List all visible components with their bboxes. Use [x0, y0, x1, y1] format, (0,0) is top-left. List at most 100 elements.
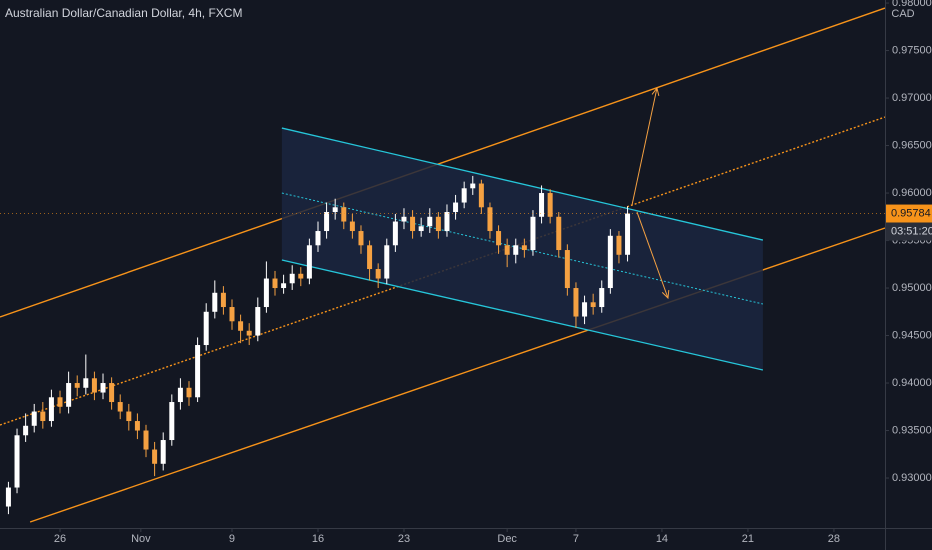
candle-body — [521, 245, 527, 251]
candle-body — [496, 231, 502, 246]
candle-body — [203, 311, 209, 346]
trend-line — [0, 7, 886, 318]
candle-body — [306, 245, 312, 279]
y-tick-label: 0.97000 — [892, 92, 932, 104]
channel-lower — [281, 259, 764, 371]
candle-body — [607, 235, 613, 289]
arrow-line — [631, 87, 658, 206]
candle-body — [134, 421, 140, 431]
y-tick-label: 0.95000 — [892, 282, 932, 294]
candle-body — [238, 321, 244, 331]
candle-body — [478, 183, 484, 208]
arrow-line — [636, 211, 669, 299]
candle-body — [375, 269, 381, 279]
candle-body — [289, 273, 295, 284]
candle-body — [74, 383, 80, 388]
plot-area — [0, 7, 886, 523]
candle-body — [14, 435, 20, 488]
candle-body — [83, 378, 89, 388]
y-tick-label: 0.96000 — [892, 187, 932, 199]
candle-body — [487, 207, 493, 232]
candle-body — [160, 440, 166, 464]
candle-body — [255, 307, 261, 336]
candle-body — [169, 402, 175, 441]
x-tick-label: Nov — [131, 533, 151, 545]
x-tick-label: 14 — [656, 533, 668, 545]
x-tick-label: 21 — [742, 533, 754, 545]
candle-body — [66, 383, 72, 407]
candle-body — [281, 283, 287, 289]
x-tick-label: 9 — [229, 533, 235, 545]
candle-body — [220, 292, 226, 308]
candle-body — [315, 231, 321, 246]
candle-body — [31, 411, 37, 426]
candle-body — [100, 383, 106, 393]
candle-body — [229, 307, 235, 322]
channel-upper — [281, 127, 764, 241]
y-tick-label: 0.93000 — [892, 472, 932, 484]
currency-label: CAD — [891, 8, 914, 20]
candle-body — [367, 245, 373, 270]
x-tick-label: Dec — [497, 533, 517, 545]
candle-body — [143, 430, 149, 450]
y-tick-label: 0.94000 — [892, 377, 932, 389]
countdown-label: 03:51:20 — [891, 225, 932, 237]
candle-body — [461, 188, 467, 203]
candle-body — [195, 345, 201, 398]
candle-body — [410, 216, 416, 232]
price-tag — [886, 204, 932, 223]
y-tick-label: 0.96500 — [892, 139, 932, 151]
candle-body — [435, 216, 441, 232]
y-tick-label: 0.93500 — [892, 424, 932, 436]
x-tick-label: 26 — [54, 533, 66, 545]
x-tick-label: 16 — [312, 533, 324, 545]
candle-body — [590, 302, 596, 308]
candle-body — [556, 216, 562, 251]
candle-body — [109, 383, 115, 403]
candle-body — [453, 202, 459, 213]
candle-body — [539, 193, 545, 217]
candle-body — [547, 193, 553, 217]
candle-body — [186, 387, 192, 398]
candle-body — [513, 245, 519, 255]
candle-body — [625, 213, 631, 255]
x-tick-label: 23 — [398, 533, 410, 545]
candle-body — [384, 245, 390, 279]
arrow-head — [661, 290, 670, 300]
candle-body — [57, 397, 63, 407]
countdown-tag — [886, 222, 932, 241]
candle-body — [91, 378, 97, 393]
candle-body — [263, 278, 269, 308]
candle-body — [23, 425, 29, 436]
candle-body — [332, 207, 338, 213]
candle-body — [418, 226, 424, 232]
candle-body — [444, 212, 450, 232]
candle-body — [48, 397, 54, 422]
candle-body — [470, 183, 476, 189]
arrow-head — [651, 86, 660, 96]
candle-body — [40, 411, 46, 422]
candle-body — [349, 221, 355, 232]
chart-title: Australian Dollar/Canadian Dollar, 4h, F… — [5, 6, 242, 20]
candle-body — [427, 216, 433, 227]
candle-body — [117, 402, 123, 412]
candle-body — [212, 292, 218, 312]
candle-body — [177, 387, 183, 403]
x-tick-label: 7 — [573, 533, 579, 545]
candle-body — [564, 250, 570, 289]
candle-body — [530, 216, 536, 251]
candle-body — [272, 278, 278, 289]
y-tick-label: 0.98000 — [892, 0, 932, 9]
y-tick-label: 0.94500 — [892, 329, 932, 341]
candle-body — [152, 449, 158, 464]
candle-body — [246, 330, 252, 336]
candle-body — [573, 288, 579, 317]
y-tick-label: 0.97500 — [892, 44, 932, 56]
candle-body — [5, 487, 11, 507]
candle-body — [599, 288, 605, 308]
candle-body — [504, 245, 510, 255]
candle-body — [126, 411, 132, 422]
candle-body — [582, 302, 588, 317]
